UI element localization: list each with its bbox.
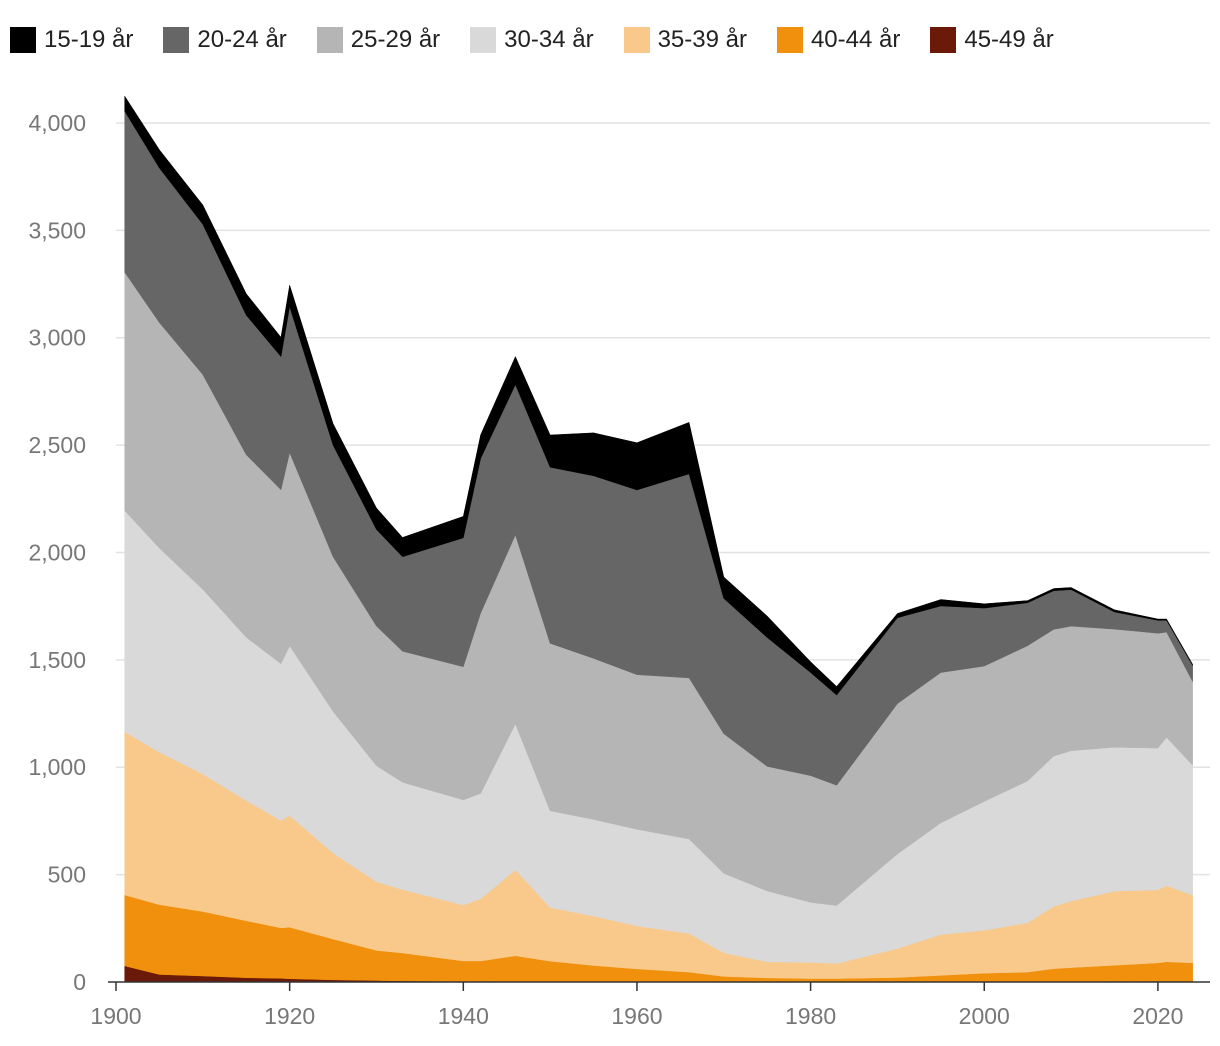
legend-label: 45-49 år (964, 26, 1054, 53)
y-tick-label: 1,000 (28, 754, 86, 780)
legend-swatch (470, 27, 497, 53)
legend-item-15-19-r: 15-19 år (10, 26, 133, 54)
area-series (124, 95, 1193, 983)
y-tick-label: 500 (48, 862, 86, 888)
x-tick-label: 2000 (959, 1003, 1010, 1029)
axes: 0 500 1,000 1,500 2,000 2,500 3,000 3,500 4,000 1… (28, 110, 1210, 1029)
x-tick-label: 1980 (785, 1003, 836, 1029)
legend-swatch (776, 27, 803, 53)
area-15-19-r (124, 95, 1193, 696)
legend-swatch (316, 27, 343, 53)
y-tick-label: 1,500 (28, 647, 86, 673)
legend-item-30-34-r: 30-34 år (470, 26, 594, 54)
x-tick-label: 1900 (90, 1003, 141, 1029)
legend-swatch (623, 27, 650, 53)
legend-label: 35-39 år (657, 26, 747, 53)
legend: 15-19 år 20-24 år 25-29 år 30-34 år 35-39 år… (10, 24, 1084, 56)
legend-item-45-49-r: 45-49 år (930, 26, 1054, 54)
legend-label: 40-44 år (810, 26, 901, 53)
legend-label: 25-29 år (350, 26, 441, 53)
x-tick-label: 1940 (438, 1003, 489, 1029)
legend-item-25-29-r: 25-29 år (316, 26, 441, 54)
x-tick-label: 1960 (611, 1003, 662, 1029)
y-tick-label: 3,000 (28, 325, 86, 351)
legend-label: 15-19 år (44, 26, 134, 53)
legend-item-35-39-r: 35-39 år (623, 26, 747, 54)
legend-swatch (163, 27, 190, 53)
y-tick-label: 3,500 (28, 217, 86, 243)
y-tick-label: 4,000 (28, 110, 86, 136)
legend-label: 30-34 år (504, 26, 594, 53)
legend-item-20-24-r: 20-24 år (163, 26, 287, 54)
y-tick-label: 0 (73, 969, 86, 995)
legend-item-40-44-r: 40-44 år (776, 26, 901, 54)
x-tick-label: 1920 (264, 1003, 315, 1029)
legend-label: 20-24 år (197, 26, 287, 53)
y-tick-label: 2,500 (28, 432, 86, 458)
x-tick-label: 2020 (1132, 1003, 1183, 1029)
legend-swatch (10, 27, 36, 53)
y-tick-label: 2,000 (28, 539, 86, 565)
legend-swatch (930, 27, 957, 53)
